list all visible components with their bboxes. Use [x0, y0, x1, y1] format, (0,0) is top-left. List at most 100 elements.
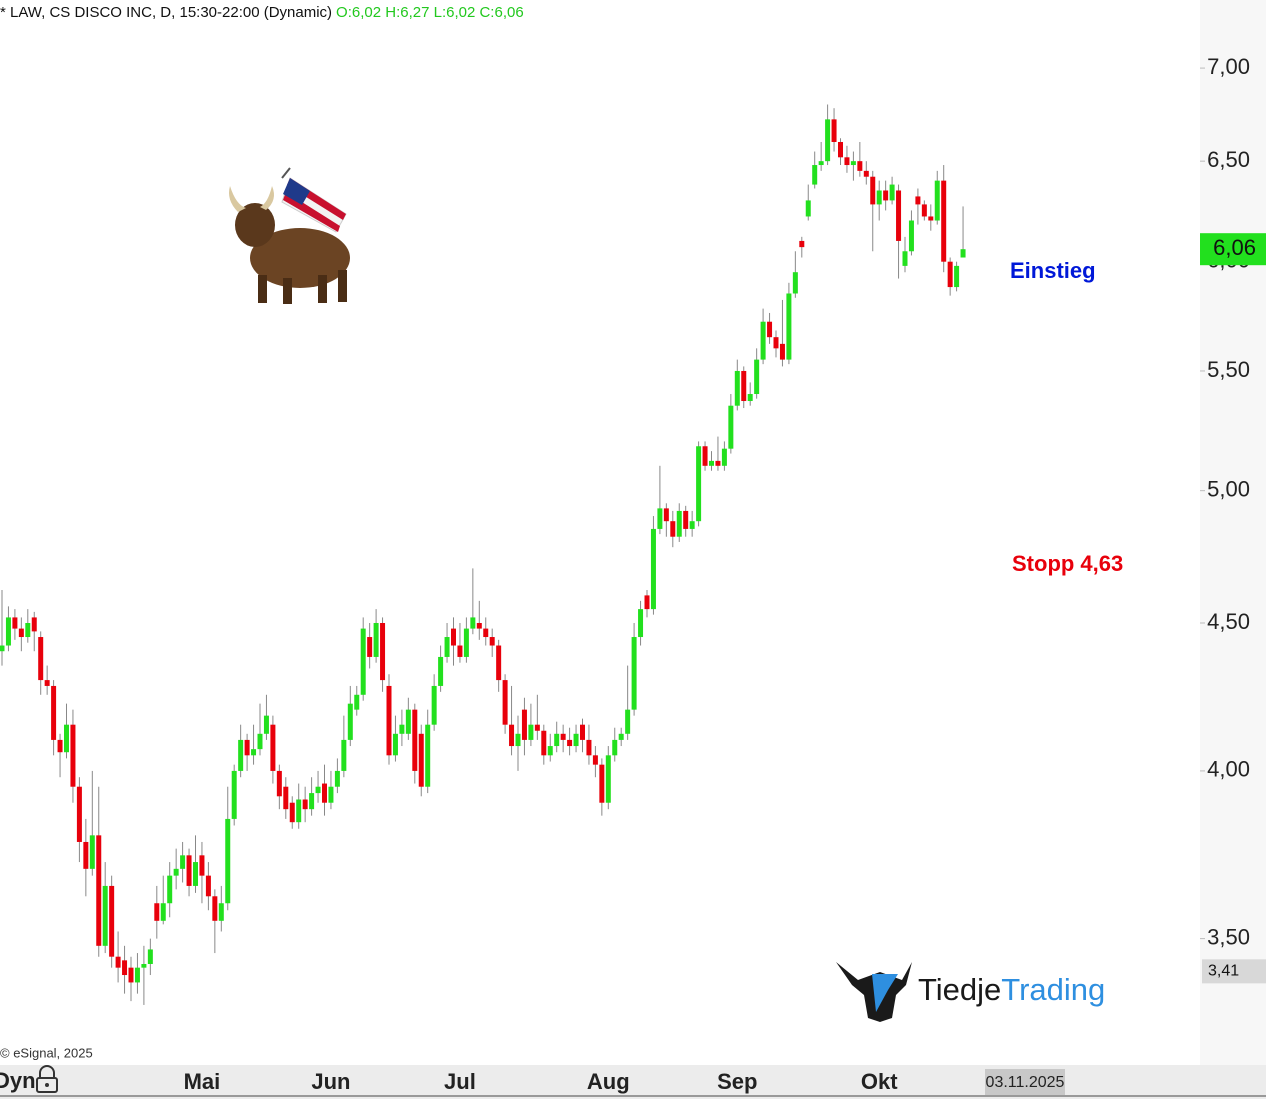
candle-body	[702, 446, 708, 466]
candle-body	[425, 724, 431, 787]
candle-body	[89, 835, 95, 869]
candle-body	[476, 622, 482, 629]
candle-body	[792, 272, 798, 294]
candle-body	[412, 709, 418, 771]
candle-body	[928, 216, 934, 221]
candle-body	[354, 694, 360, 710]
candle-body	[876, 190, 882, 205]
candle-body	[276, 770, 282, 797]
candle-body	[541, 730, 547, 756]
price-badge-label: 3,41	[1208, 963, 1239, 980]
candle-body	[838, 141, 843, 158]
candle-body	[625, 709, 631, 734]
logo: TiedjeTrading	[836, 962, 1105, 1022]
candle-body	[528, 724, 534, 740]
candle-body	[760, 321, 766, 360]
candle-body	[147, 949, 153, 964]
candle-body	[173, 868, 179, 876]
candle-body	[502, 680, 508, 725]
x-tick-label: Sep	[717, 1069, 757, 1094]
candle-body	[444, 637, 450, 657]
candle-body	[315, 786, 321, 794]
candle-body	[509, 724, 515, 747]
candle-body	[638, 609, 644, 638]
candle-body	[341, 739, 347, 771]
candle-body	[663, 508, 669, 522]
copyright: © eSignal, 2025	[0, 1045, 93, 1060]
candle-body	[392, 733, 398, 756]
candle-body	[109, 885, 115, 957]
candle-body	[296, 799, 302, 823]
candle-body	[747, 394, 753, 402]
candle-body	[167, 875, 173, 904]
candle-body	[38, 637, 44, 681]
candle-body	[289, 802, 295, 823]
candle-body	[889, 184, 895, 201]
candle-body	[560, 733, 566, 740]
candle-body	[592, 755, 598, 765]
candle-body	[857, 161, 863, 171]
x-tick-label: Jul	[444, 1069, 476, 1094]
candle-body	[64, 724, 69, 753]
candle-body	[367, 637, 373, 657]
candle-body	[57, 739, 63, 753]
candle-body	[709, 460, 714, 466]
candle-body	[573, 733, 579, 747]
candle-body	[954, 265, 960, 288]
candle-body	[728, 405, 734, 449]
candle-body	[231, 770, 237, 819]
candle-body	[5, 617, 11, 646]
candle-body	[380, 622, 386, 681]
candle-body	[44, 680, 50, 686]
logo-text: TiedjeTrading	[918, 972, 1105, 1007]
candle-body	[689, 521, 695, 529]
candle-body	[160, 903, 166, 921]
candle-body	[463, 628, 469, 657]
ohlc-text: O:6,02 H:6,27 L:6,02 C:6,06	[336, 4, 524, 21]
price-axis-panel	[1200, 0, 1266, 1065]
candle-body	[225, 818, 231, 904]
candle-body	[128, 967, 134, 983]
candle-body	[644, 595, 650, 610]
cursor-date: 03.11.2025	[986, 1074, 1065, 1091]
candle-body	[205, 875, 211, 897]
candles	[0, 104, 966, 1005]
bull-illustration	[229, 167, 350, 304]
x-tick-label: Jun	[311, 1069, 350, 1094]
candle-body	[896, 190, 902, 241]
y-tick-label: 5,00	[1207, 476, 1250, 501]
candle-body	[902, 251, 908, 266]
candle-body	[521, 709, 527, 740]
candle-body	[115, 956, 121, 968]
candle-body	[70, 724, 76, 787]
candle-body	[605, 755, 611, 803]
candle-body	[102, 885, 108, 946]
candle-body	[786, 293, 792, 360]
candle-body	[470, 617, 476, 629]
candle-body	[670, 521, 676, 537]
candle-body	[767, 321, 773, 338]
y-tick-label: 6,50	[1207, 147, 1250, 172]
candle-body	[805, 200, 811, 217]
candle-body	[18, 628, 24, 638]
candle-body	[25, 622, 31, 638]
candle-body	[405, 709, 411, 734]
candle-body	[941, 180, 947, 262]
candle-body	[799, 240, 805, 248]
candle-body	[676, 510, 682, 537]
candle-body	[451, 628, 456, 646]
candle-body	[238, 739, 244, 771]
x-tick-label: Okt	[861, 1069, 898, 1094]
candle-body	[947, 261, 953, 288]
price-badge	[1200, 233, 1266, 266]
candle-body	[618, 733, 624, 740]
candle-body	[496, 645, 502, 681]
candle-body	[534, 724, 540, 731]
candle-body	[612, 739, 618, 756]
title-text: * LAW, CS DISCO INC, D, 15:30-22:00 (Dyn…	[0, 4, 332, 21]
candle-body	[76, 786, 82, 842]
price-badge-label: 6,06	[1213, 235, 1256, 260]
candle-body	[960, 249, 966, 258]
chart-title: * LAW, CS DISCO INC, D, 15:30-22:00 (Dyn…	[0, 4, 524, 21]
